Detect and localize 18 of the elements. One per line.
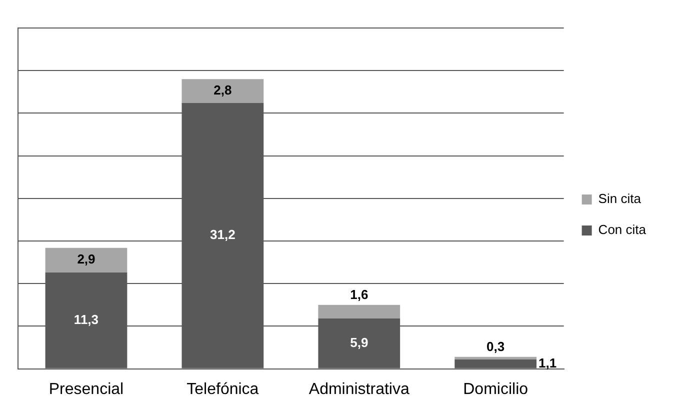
data-label: 2,8 xyxy=(214,82,232,98)
x-tick-label: Presencial xyxy=(48,380,124,398)
bar xyxy=(182,79,264,103)
legend-label: Con cita xyxy=(598,222,647,238)
x-tick-label: Administrativa xyxy=(308,380,410,398)
data-label: 31,2 xyxy=(210,227,236,242)
data-label: 5,9 xyxy=(350,334,368,350)
data-label: 0,3 xyxy=(486,338,505,354)
data-label: 11,3 xyxy=(74,312,99,327)
legend-label: Sin cita xyxy=(598,191,642,206)
data-label: 1,1 xyxy=(538,355,557,370)
x-tick-label: Telefónica xyxy=(186,380,259,398)
bar xyxy=(45,248,128,273)
x-tick-label: Domicilio xyxy=(463,380,528,398)
data-label: 1,6 xyxy=(350,286,368,302)
bar xyxy=(454,356,537,360)
bar xyxy=(318,304,400,319)
data-label: 2,9 xyxy=(77,252,96,267)
